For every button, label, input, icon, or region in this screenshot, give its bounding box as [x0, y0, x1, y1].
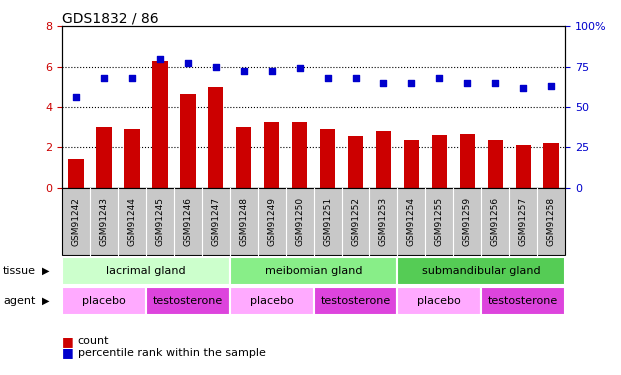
Bar — [487, 140, 503, 188]
Point — [546, 83, 556, 89]
Point — [378, 80, 388, 86]
Text: testosterone: testosterone — [320, 296, 391, 306]
Point — [211, 63, 220, 70]
Text: lacrimal gland: lacrimal gland — [106, 266, 186, 276]
Text: GSM91258: GSM91258 — [546, 196, 556, 246]
Bar — [515, 145, 531, 188]
Text: count: count — [78, 336, 109, 346]
Text: GSM91244: GSM91244 — [127, 197, 137, 246]
Point — [238, 68, 248, 74]
Bar — [96, 127, 112, 188]
Point — [155, 56, 165, 62]
Text: GSM91253: GSM91253 — [379, 196, 388, 246]
Bar — [320, 129, 335, 188]
Point — [294, 65, 304, 71]
Text: ■: ■ — [62, 335, 74, 348]
Text: GSM91250: GSM91250 — [295, 196, 304, 246]
Text: placebo: placebo — [82, 296, 126, 306]
Bar — [432, 135, 447, 188]
Text: GSM91259: GSM91259 — [463, 196, 472, 246]
Text: placebo: placebo — [417, 296, 461, 306]
Bar — [68, 159, 84, 188]
Point — [99, 75, 109, 81]
Text: GSM91252: GSM91252 — [351, 197, 360, 246]
Text: ▶: ▶ — [42, 296, 50, 306]
Point — [322, 75, 332, 81]
Bar — [460, 134, 475, 188]
Text: GSM91249: GSM91249 — [267, 197, 276, 246]
Text: meibomian gland: meibomian gland — [265, 266, 363, 276]
Text: GSM91247: GSM91247 — [211, 197, 220, 246]
Text: GSM91251: GSM91251 — [323, 196, 332, 246]
Point — [350, 75, 360, 81]
Point — [71, 94, 81, 100]
Point — [183, 60, 193, 66]
Point — [518, 84, 528, 90]
Text: submandibular gland: submandibular gland — [422, 266, 541, 276]
Point — [266, 68, 276, 74]
Bar — [208, 87, 224, 188]
Text: GSM91257: GSM91257 — [519, 196, 528, 246]
Point — [462, 80, 472, 86]
Text: percentile rank within the sample: percentile rank within the sample — [78, 348, 266, 357]
Text: GSM91245: GSM91245 — [155, 197, 165, 246]
Bar — [376, 131, 391, 188]
Bar — [404, 140, 419, 188]
Text: GSM91255: GSM91255 — [435, 196, 444, 246]
Text: GSM91246: GSM91246 — [183, 197, 193, 246]
Bar — [236, 127, 252, 188]
Text: tissue: tissue — [3, 266, 36, 276]
Text: GSM91248: GSM91248 — [239, 197, 248, 246]
Text: testosterone: testosterone — [488, 296, 558, 306]
Point — [127, 75, 137, 81]
Point — [434, 75, 444, 81]
Text: GDS1832 / 86: GDS1832 / 86 — [62, 11, 159, 25]
Text: GSM91243: GSM91243 — [99, 197, 109, 246]
Point — [406, 80, 416, 86]
Bar — [348, 136, 363, 188]
Text: GSM91256: GSM91256 — [491, 196, 500, 246]
Point — [490, 80, 500, 86]
Text: ■: ■ — [62, 346, 74, 359]
Text: ▶: ▶ — [42, 266, 50, 276]
Bar — [543, 143, 559, 188]
Text: GSM91254: GSM91254 — [407, 197, 416, 246]
Bar — [124, 129, 140, 188]
Text: placebo: placebo — [250, 296, 294, 306]
Text: testosterone: testosterone — [153, 296, 223, 306]
Bar — [152, 60, 168, 188]
Text: GSM91242: GSM91242 — [71, 197, 81, 246]
Bar — [180, 94, 196, 188]
Bar — [264, 122, 279, 188]
Bar — [292, 122, 307, 188]
Text: agent: agent — [3, 296, 35, 306]
